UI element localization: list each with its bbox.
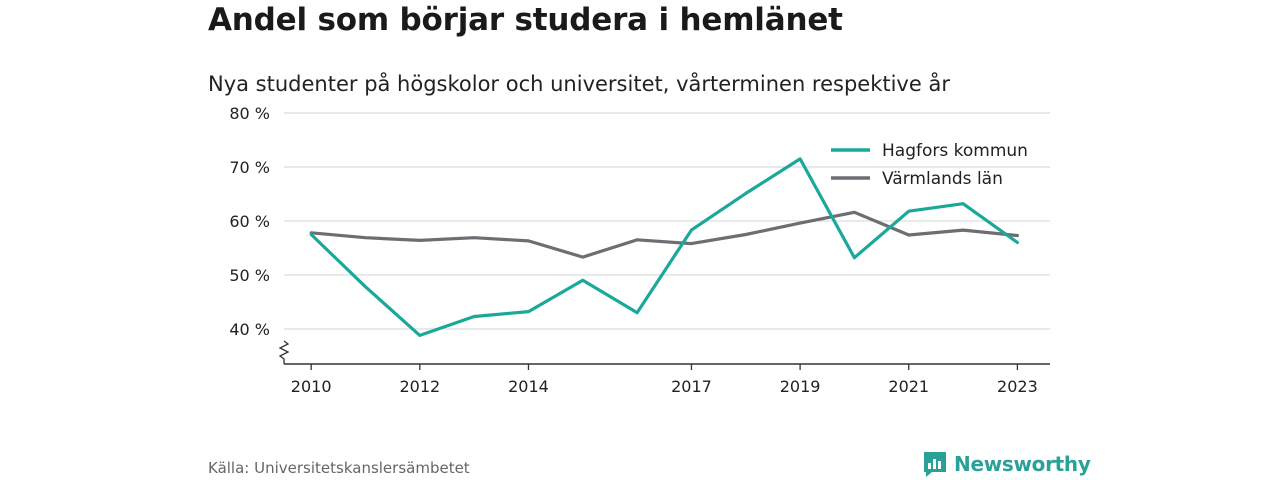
- series-lines: [309, 157, 1020, 337]
- x-tick-label: 2012: [399, 377, 440, 396]
- axes: 40 % 50 % 60 % 70 % 80 % 2010 2012 2014 2017 2019…: [229, 104, 1050, 396]
- newsworthy-chart-icon: [924, 452, 946, 477]
- line-chart: 40 % 50 % 60 % 70 % 80 % 2010 2012 2014 2017 2019…: [229, 104, 1050, 396]
- chart-subtitle: Nya studenter på högskolor och universit…: [208, 72, 950, 96]
- brand-logo: Newsworthy: [922, 450, 1091, 478]
- axis-break-icon: [278, 340, 290, 364]
- x-tick-label: 2017: [671, 377, 712, 396]
- x-tick-label: 2010: [291, 377, 332, 396]
- chart-title: Andel som börjar studera i hemlänet: [208, 2, 843, 38]
- y-tick-label: 60 %: [229, 212, 270, 231]
- legend: Hagfors kommun Värmlands län: [831, 141, 1028, 189]
- x-tick-label: 2021: [888, 377, 929, 396]
- x-tick-label: 2019: [780, 377, 821, 396]
- x-tick-label: 2023: [997, 377, 1038, 396]
- y-tick-label: 50 %: [229, 266, 270, 285]
- series-line-värmlands-län: [309, 210, 1020, 259]
- y-tick-label: 80 %: [229, 104, 270, 123]
- source-note: Källa: Universitetskanslersämbetet: [208, 459, 470, 477]
- legend-label: Hagfors kommun: [882, 141, 1028, 161]
- series-line-hagfors-kommun: [309, 157, 1020, 337]
- y-tick-label: 40 %: [229, 320, 270, 339]
- x-tick-label: 2014: [508, 377, 549, 396]
- y-tick-label: 70 %: [229, 158, 270, 177]
- legend-label: Värmlands län: [882, 169, 1003, 189]
- brand-name: Newsworthy: [954, 452, 1091, 476]
